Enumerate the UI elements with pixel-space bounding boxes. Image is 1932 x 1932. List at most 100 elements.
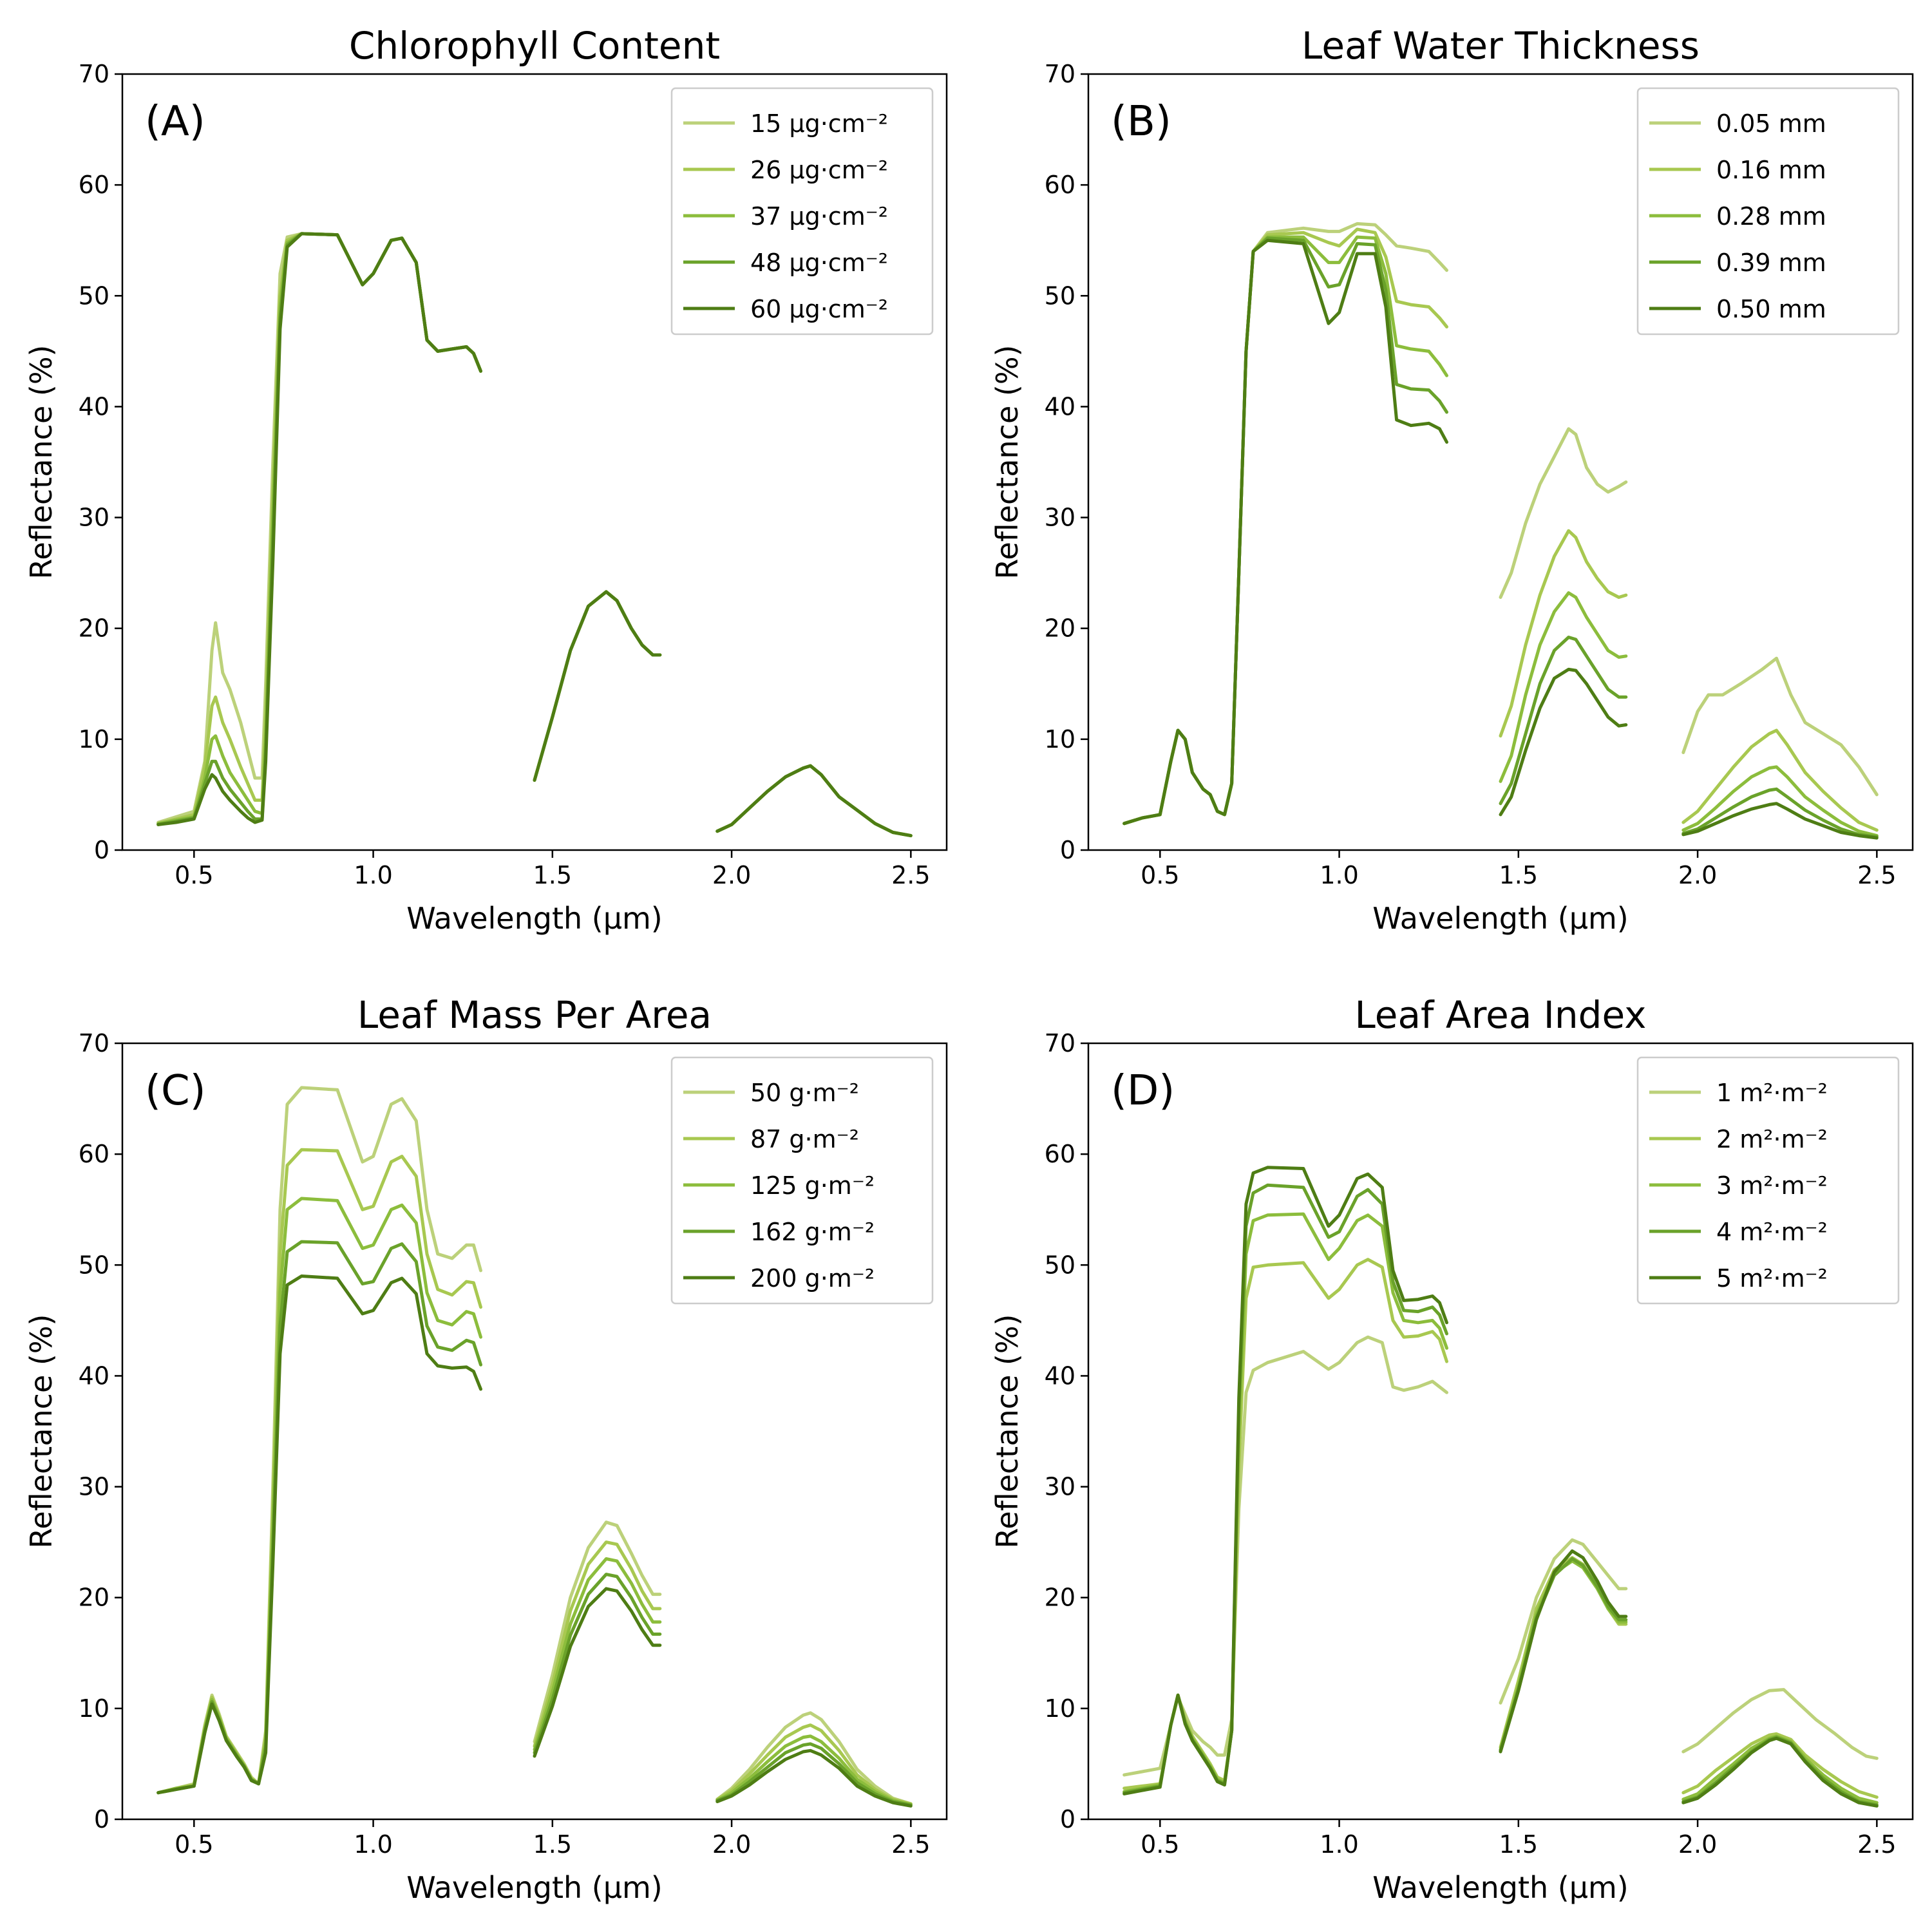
y-tick-label: 10: [79, 725, 109, 753]
y-tick-label: 40: [79, 1361, 109, 1390]
y-tick-label: 60: [79, 1140, 109, 1168]
y-tick-label: 30: [79, 504, 109, 532]
x-axis-label: Wavelength (μm): [1372, 1870, 1628, 1905]
x-axis-label: Wavelength (μm): [406, 901, 662, 936]
chart-title: Chlorophyll Content: [349, 24, 720, 68]
panel-c: 0.5 1.0 1.5 2.0 2.5 0 10 20 30 40 50 60 70 Leaf Mass …: [24, 993, 948, 1905]
y-axis-label: Reflectance (%): [24, 345, 59, 580]
series-line-5-segment-3: [715, 764, 913, 838]
legend-entry: 0.16 mm: [1716, 156, 1826, 184]
series-line-5-segment-1: [156, 232, 482, 826]
legend-entry: 4 m²·m⁻²: [1716, 1218, 1828, 1246]
series-line-3-segment-3: [1681, 765, 1879, 838]
x-tick-label: 2.5: [891, 861, 930, 889]
series-line-2-segment-3: [1681, 1732, 1879, 1799]
panel-tag: (B): [1111, 98, 1171, 146]
series-line-3-segment-3: [715, 1734, 913, 1807]
series-line-4-segment-3: [715, 1742, 913, 1807]
y-tick-label: 10: [79, 1694, 109, 1723]
series-line-2-segment-2: [1499, 529, 1628, 738]
legend-entry: 125 g·m⁻²: [750, 1171, 875, 1200]
series-line-2-segment-1: [1122, 1258, 1448, 1790]
x-tick-label: 2.0: [1678, 1830, 1717, 1859]
series-line-3-segment-1: [1122, 235, 1448, 826]
y-tick-label: 10: [1045, 1694, 1075, 1723]
x-tick-label: 2.0: [712, 861, 751, 889]
series-line-5-segment-1: [156, 1274, 482, 1795]
series-line-1-segment-2: [533, 1520, 662, 1743]
panel-b: 0.5 1.0 1.5 2.0 2.5 0 10 20 30 40 50 60 70 Leaf Water…: [990, 24, 1914, 936]
y-tick-label: 0: [1060, 1805, 1075, 1833]
y-tick-label: 0: [94, 1805, 109, 1833]
y-tick-label: 50: [1045, 1251, 1075, 1279]
y-tick-label: 0: [1060, 836, 1075, 864]
series-line-4-segment-2: [1499, 636, 1628, 806]
legend-entry: 48 μg·cm⁻²: [750, 249, 888, 277]
x-tick-label: 1.0: [1320, 861, 1358, 889]
plot-frame: [121, 1042, 948, 1821]
legend-entry: 26 μg·cm⁻²: [750, 156, 888, 184]
series-line-5-segment-3: [1681, 802, 1879, 840]
legend-entry: 1 m²·m⁻²: [1716, 1079, 1828, 1107]
y-tick-label: 0: [94, 836, 109, 864]
y-tick-label: 20: [79, 1584, 109, 1612]
y-tick-label: 40: [1045, 392, 1075, 421]
series-line-5-segment-1: [1122, 238, 1448, 826]
legend-entry: 5 m²·m⁻²: [1716, 1264, 1828, 1293]
legend-entry: 0.39 mm: [1716, 249, 1826, 277]
chart-title: Leaf Mass Per Area: [357, 993, 712, 1037]
series-line-3-segment-3: [1681, 1734, 1879, 1804]
chart-title: Leaf Area Index: [1355, 993, 1647, 1037]
plot-frame: [1087, 73, 1914, 851]
y-tick-label: 50: [1045, 281, 1075, 310]
series-line-3-segment-2: [533, 590, 662, 782]
x-tick-label: 0.5: [175, 861, 213, 889]
legend: 1 m²·m⁻² 2 m²·m⁻² 3 m²·m⁻² 4 m²·m⁻² 5 m²·m⁻²: [1636, 1056, 1900, 1305]
series-line-2-segment-1: [156, 1148, 482, 1795]
series-line-4-segment-1: [1122, 236, 1448, 826]
series-line-2-segment-3: [715, 1723, 913, 1806]
series-line-5-segment-2: [533, 1587, 662, 1758]
x-tick-label: 1.5: [533, 861, 572, 889]
x-axis-label: Wavelength (μm): [1372, 901, 1628, 936]
y-tick-label: 20: [1045, 1584, 1075, 1612]
legend: 50 g·m⁻² 87 g·m⁻² 125 g·m⁻² 162 g·m⁻² 200 g·…: [670, 1056, 934, 1305]
y-tick-label: 30: [1045, 1473, 1075, 1501]
series-line-5-segment-2: [1499, 667, 1628, 817]
series-line-3-segment-2: [533, 1557, 662, 1752]
y-tick-label: 70: [1045, 60, 1075, 88]
series-line-1-segment-3: [1681, 1688, 1879, 1760]
y-tick-label: 50: [79, 1251, 109, 1279]
x-tick-label: 2.0: [1678, 861, 1717, 889]
series-lines: [156, 232, 913, 838]
y-tick-label: 20: [79, 614, 109, 643]
y-tick-label: 60: [1045, 171, 1075, 199]
y-axis-label: Reflectance (%): [24, 1314, 59, 1549]
series-line-5-segment-2: [1499, 1549, 1628, 1754]
x-tick-label: 1.0: [1320, 1830, 1358, 1859]
series-line-1-segment-1: [1122, 222, 1448, 826]
series-line-5-segment-1: [1122, 1166, 1448, 1795]
series-line-4-segment-3: [1681, 1736, 1879, 1807]
legend-entry: 0.05 mm: [1716, 109, 1826, 138]
y-tick-label: 70: [79, 1029, 109, 1057]
series-lines: [1122, 222, 1879, 840]
y-tick-label: 60: [1045, 1140, 1075, 1168]
series-line-4-segment-2: [533, 590, 662, 782]
series-line-2-segment-3: [1681, 728, 1879, 832]
chart-title: Leaf Water Thickness: [1302, 24, 1700, 68]
x-tick-label: 1.5: [1499, 1830, 1538, 1859]
legend-entry: 15 μg·cm⁻²: [750, 109, 888, 138]
panel-a: 0.5 1.0 1.5 2.0 2.5 0 10 20 30 40 50 60 70 Chlorophyl…: [24, 24, 948, 936]
series-line-3-segment-1: [156, 1197, 482, 1795]
y-tick-label: 40: [1045, 1361, 1075, 1390]
y-axis-label: Reflectance (%): [990, 345, 1025, 580]
panel-tag: (A): [145, 98, 205, 146]
series-line-1-segment-1: [156, 232, 482, 824]
legend-entry: 37 μg·cm⁻²: [750, 202, 888, 231]
plot-frame: [1087, 1042, 1914, 1821]
series-line-2-segment-2: [533, 1540, 662, 1748]
legend: 15 μg·cm⁻² 26 μg·cm⁻² 37 μg·cm⁻² 48 μg·cm⁻²…: [670, 87, 934, 336]
series-line-5-segment-2: [533, 590, 662, 782]
x-tick-label: 1.5: [533, 1830, 572, 1859]
